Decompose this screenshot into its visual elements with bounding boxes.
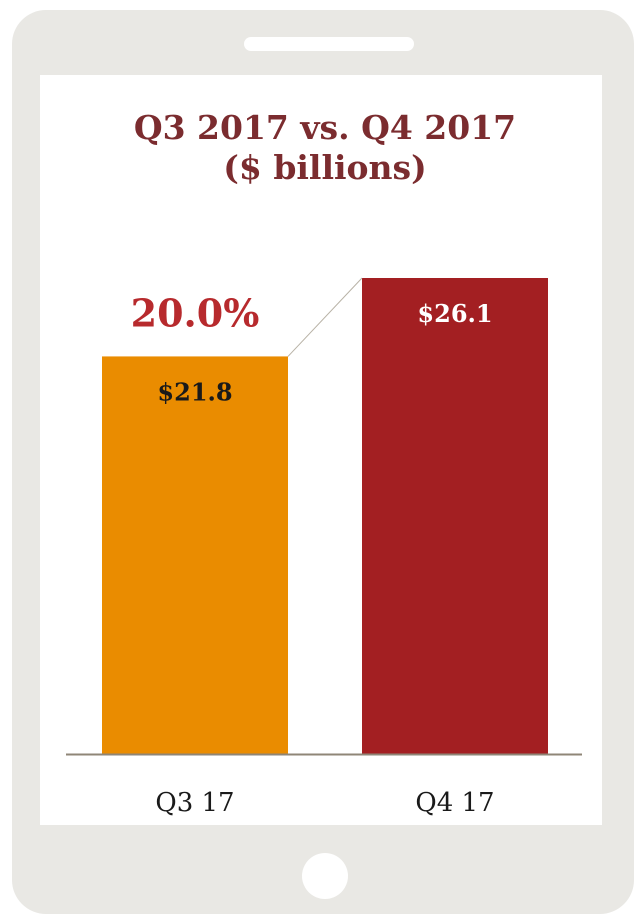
growth-connector-line: [287, 277, 363, 357]
tablet-screen: Q3 2017 vs. Q4 2017 ($ billions) $21.8 Q3…: [40, 75, 602, 825]
bar-q3-17: [102, 356, 288, 754]
chart-title: Q3 2017 vs. Q4 2017: [133, 108, 517, 147]
tablet-home-button: [302, 853, 348, 899]
data-label: $21.8: [157, 377, 232, 406]
chart-title-block: Q3 2017 vs. Q4 2017 ($ billions): [40, 108, 602, 188]
category-tick-label: Q4 17: [415, 788, 494, 818]
chart-subtitle: ($ billions): [223, 148, 427, 187]
bar-q4-17: [362, 278, 548, 754]
data-label: $26.1: [417, 299, 492, 328]
category-tick-label: Q3 17: [155, 788, 234, 818]
bar-chart: $21.8 Q3 17 $26.1 Q4 17 20.0%: [66, 277, 582, 818]
growth-annotation: 20.0%: [131, 290, 260, 335]
tablet-speaker: [244, 37, 414, 51]
